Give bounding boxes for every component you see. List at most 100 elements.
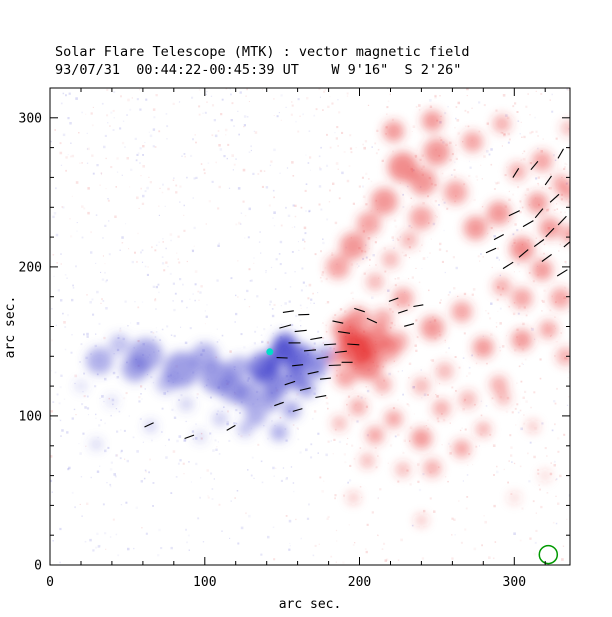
field-blob — [559, 183, 570, 202]
field-blob — [486, 201, 511, 226]
plot-title: Solar Flare Telescope (MTK) : vector mag… — [55, 44, 470, 60]
field-blob — [423, 138, 451, 166]
field-blob — [421, 110, 443, 132]
y-tick-label: 300 — [19, 111, 42, 126]
field-blob — [381, 250, 400, 269]
field-vector — [334, 350, 347, 354]
field-vector — [485, 247, 497, 254]
x-tick-label: 300 — [503, 575, 526, 590]
field-blob — [234, 381, 262, 409]
x-axis-label: arc sec. — [279, 597, 342, 612]
field-vector — [316, 356, 329, 360]
field-blob — [510, 237, 534, 261]
vector-field-layer — [144, 148, 570, 440]
field-vector — [332, 320, 344, 324]
field-vector — [184, 434, 195, 440]
field-blob — [105, 395, 118, 407]
field-blob — [163, 351, 200, 388]
field-blob — [539, 217, 561, 239]
marker-layer — [266, 348, 559, 565]
field-blob — [262, 357, 281, 376]
field-blob — [194, 430, 207, 443]
field-blob — [366, 426, 384, 445]
field-vector — [310, 336, 323, 341]
field-blob — [435, 362, 454, 381]
field-blob — [400, 231, 418, 249]
field-vector — [413, 304, 424, 308]
field-blob — [237, 421, 253, 437]
field-vector — [493, 234, 504, 241]
plot-border — [49, 87, 571, 566]
field-vector — [338, 331, 351, 334]
field-blob — [527, 192, 548, 214]
field-vector — [315, 395, 327, 399]
field-blob — [178, 396, 194, 412]
field-blob — [90, 438, 103, 451]
field-blob — [356, 211, 381, 236]
speckle-layer — [50, 88, 570, 565]
field-blob — [492, 114, 511, 133]
y-axis-label: arc sec. — [3, 296, 18, 359]
field-blob — [346, 307, 370, 331]
field-blob — [451, 301, 473, 323]
field-vector — [404, 323, 415, 327]
field-vector — [274, 401, 284, 407]
field-vector — [347, 343, 360, 346]
field-vector — [502, 261, 514, 270]
field-blob — [251, 368, 267, 384]
field-vector — [294, 329, 307, 333]
field-blob — [395, 462, 411, 478]
field-vector — [354, 307, 365, 313]
field-blob — [352, 350, 383, 381]
field-blob — [475, 421, 491, 437]
field-vector — [292, 364, 304, 367]
field-vector — [279, 324, 292, 329]
field-blob — [245, 405, 267, 427]
plot-subtitle: 93/07/31 00:44:22-00:45:39 UT W 9'16" S … — [55, 62, 461, 78]
flare-site-marker — [266, 348, 274, 356]
field-vector — [518, 249, 529, 258]
field-blob — [412, 377, 431, 396]
field-blob — [373, 375, 392, 394]
field-blob — [86, 347, 113, 375]
x-tick-label: 100 — [193, 575, 216, 590]
field-blob — [409, 205, 434, 230]
field-blob — [270, 423, 288, 442]
field-vector — [282, 310, 294, 313]
field-blob — [432, 399, 451, 418]
field-vector — [328, 364, 341, 367]
field-blob — [383, 120, 405, 142]
field-vector — [530, 160, 539, 171]
field-blob — [335, 366, 357, 388]
field-blob — [508, 491, 521, 504]
field-blob — [109, 333, 131, 355]
field-vector — [508, 210, 520, 217]
y-tick-label: 100 — [19, 409, 42, 424]
field-vector — [549, 193, 560, 203]
field-blob — [462, 131, 483, 153]
field-blob — [384, 409, 403, 428]
field-vector — [556, 269, 568, 277]
field-blob — [387, 330, 409, 352]
field-blob — [508, 162, 527, 181]
axis-layer: 0 100 200 300 0 100 200 300 — [19, 87, 571, 590]
field-blob — [556, 347, 570, 366]
field-blob — [370, 187, 398, 215]
field-blob — [539, 320, 558, 339]
field-blob — [409, 168, 437, 196]
field-blob — [347, 491, 360, 504]
field-vector — [319, 377, 331, 380]
field-blob — [423, 459, 442, 478]
field-blob — [443, 180, 468, 205]
field-vector — [324, 343, 337, 346]
field-blob — [415, 514, 428, 527]
field-blob — [410, 427, 432, 449]
field-blob — [492, 277, 511, 296]
field-blob — [366, 272, 384, 291]
field-blob — [339, 232, 367, 260]
field-blob — [212, 411, 228, 427]
field-blob — [458, 390, 477, 409]
field-blob — [331, 415, 347, 431]
